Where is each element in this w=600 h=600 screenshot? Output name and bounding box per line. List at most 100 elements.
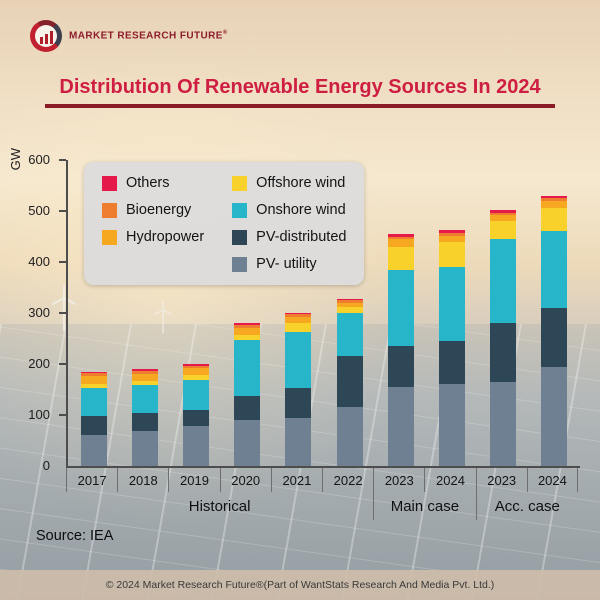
- segment-pv-distributed: [541, 307, 568, 367]
- x-tick-label: 2018: [117, 468, 168, 492]
- segment-pv--utility: [182, 426, 209, 466]
- y-tick-label: 100: [28, 407, 50, 422]
- plot-area: Others Bioenergy Hydropower Offshore wind On…: [59, 159, 580, 468]
- y-tick-mark: [59, 210, 66, 212]
- segment-hydropower: [285, 316, 312, 323]
- y-tick-label: 0: [42, 458, 50, 473]
- legend-item-bioenergy: Bioenergy: [102, 202, 204, 218]
- segment-pv--utility: [387, 386, 414, 466]
- segment-pv-distributed: [387, 346, 414, 387]
- segment-pv-distributed: [182, 409, 209, 427]
- title-underline: [45, 104, 555, 108]
- legend-item-pv-distributed: PV-distributed: [232, 229, 346, 245]
- segment-pv--utility: [234, 420, 261, 466]
- x-tick-label: 2024: [526, 468, 578, 492]
- legend-column: Others Bioenergy Hydropower: [102, 175, 204, 272]
- segment-others: [541, 195, 568, 199]
- bar-2024-9: [541, 195, 568, 466]
- segment-offshore-wind: [285, 322, 312, 332]
- segment-offshore-wind: [387, 246, 414, 270]
- legend-label: Others: [126, 175, 170, 191]
- y-axis-ticks: 0 100 200 300 400 500 600: [0, 152, 60, 473]
- bar-2017-0: [80, 371, 107, 466]
- legend-swatch: [232, 229, 248, 245]
- bar-cell: [478, 160, 529, 466]
- y-tick-mark: [59, 312, 66, 314]
- segment-pv--utility: [80, 435, 107, 466]
- segment-bioenergy: [490, 212, 517, 216]
- y-tick-mark: [59, 414, 66, 416]
- segment-pv-distributed: [336, 356, 363, 408]
- segment-pv--utility: [336, 407, 363, 466]
- x-axis-labels: 2017 2018 2019 2020 2021 2022 2023 2024 2023 2024: [66, 468, 578, 492]
- segment-others: [285, 312, 312, 315]
- segment-pv-distributed: [438, 341, 465, 385]
- segment-bioenergy: [285, 314, 312, 317]
- legend-swatch: [102, 202, 117, 218]
- x-tick-label: 2022: [322, 468, 373, 492]
- bar-cell: [375, 160, 426, 466]
- legend-swatch: [232, 202, 248, 218]
- legend-label: PV-distributed: [256, 229, 347, 245]
- segment-offshore-wind: [490, 221, 517, 240]
- bar-cell: [119, 160, 170, 466]
- segment-onshore-wind: [234, 339, 261, 396]
- segment-pv-distributed: [234, 395, 261, 421]
- brand-name: MARKET RESEARCH FUTURE®: [69, 30, 228, 42]
- legend-label: Hydropower: [126, 229, 205, 245]
- segment-bioenergy: [80, 373, 107, 377]
- segment-others: [387, 233, 414, 237]
- segment-offshore-wind: [131, 381, 158, 386]
- bar-2018-1: [131, 369, 158, 466]
- segment-pv-distributed: [80, 416, 107, 436]
- legend-label: Offshore wind: [256, 175, 346, 191]
- bar-2022-5: [336, 298, 363, 466]
- bar-2020-3: [234, 323, 261, 466]
- legend-swatch: [232, 256, 248, 272]
- legend-label: Bioenergy: [126, 202, 192, 218]
- x-tick-label: 2021: [270, 468, 322, 492]
- page-title: Distribution Of Renewable Energy Sources…: [59, 76, 541, 98]
- bar-cell: [529, 160, 580, 466]
- legend: Others Bioenergy Hydropower Offshore wind On…: [84, 162, 365, 285]
- segment-bioenergy: [336, 300, 363, 303]
- segment-offshore-wind: [234, 335, 261, 340]
- y-tick-label: 500: [28, 203, 50, 218]
- segment-bioenergy: [387, 236, 414, 240]
- segment-hydropower: [234, 327, 261, 336]
- segment-others: [80, 371, 107, 374]
- y-axis-label: GW: [8, 148, 23, 171]
- bars-container: [68, 160, 580, 466]
- legend-label: Onshore wind: [256, 202, 346, 218]
- segment-bioenergy: [131, 370, 158, 374]
- y-tick-mark: [59, 159, 66, 161]
- segment-pv--utility: [438, 384, 465, 466]
- bar-2024-7: [438, 230, 465, 466]
- registered-mark: ®: [222, 30, 228, 37]
- segment-others: [336, 298, 363, 301]
- segment-others: [131, 369, 158, 371]
- segment-hydropower: [541, 200, 568, 209]
- segment-hydropower: [182, 368, 209, 376]
- bar-cell: [68, 160, 119, 466]
- legend-label: PV- utility: [256, 256, 317, 272]
- segment-bioenergy: [234, 324, 261, 328]
- segment-offshore-wind: [336, 306, 363, 314]
- bar-2023-6: [387, 233, 414, 466]
- segment-onshore-wind: [336, 313, 363, 357]
- group-label-main-case: Main case: [373, 492, 475, 520]
- segment-onshore-wind: [541, 231, 568, 308]
- brand-logo-icon: [30, 20, 62, 52]
- bar-cell: [170, 160, 221, 466]
- bar-2019-2: [182, 364, 209, 466]
- wind-turbine-graphic: [52, 285, 76, 331]
- legend-item-others: Others: [102, 175, 204, 191]
- brand-logo: MARKET RESEARCH FUTURE®: [30, 20, 228, 52]
- segment-hydropower: [387, 239, 414, 247]
- bar-chart-icon: [30, 20, 62, 52]
- segment-pv-distributed: [285, 387, 312, 418]
- bar-cell: [426, 160, 477, 466]
- segment-onshore-wind: [80, 387, 107, 417]
- segment-bioenergy: [438, 232, 465, 236]
